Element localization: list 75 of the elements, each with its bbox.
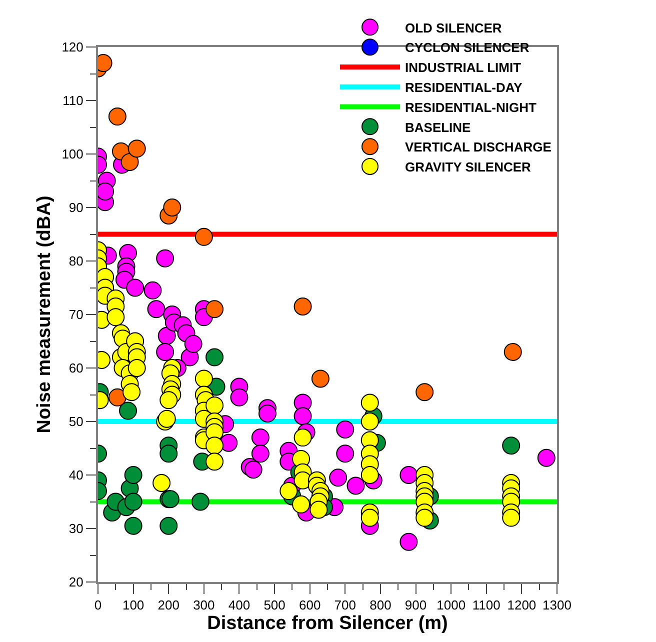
- point: [124, 516, 142, 535]
- point: [108, 388, 126, 406]
- point: [126, 278, 144, 297]
- point: [230, 388, 248, 406]
- x-tick-label: 900: [404, 598, 427, 613]
- y-tick-label: 30: [68, 521, 84, 536]
- x-tick-label: 100: [122, 598, 144, 613]
- x-tick-label: 700: [334, 598, 356, 613]
- legend-label: VERTICAL DISCHARGE: [405, 140, 552, 155]
- x-tick-label: 200: [158, 598, 180, 613]
- point: [336, 420, 354, 439]
- legend-label: RESIDENTIAL-DAY: [405, 80, 523, 95]
- point: [400, 532, 418, 551]
- point: [251, 428, 270, 447]
- x-tick-label: 1200: [507, 598, 536, 613]
- legend-label: GRAVITY SILENCER: [405, 160, 532, 175]
- point: [108, 108, 126, 126]
- x-tick-label: 800: [370, 598, 392, 613]
- y-tick-label: 70: [68, 307, 84, 322]
- y-tick-label: 50: [68, 414, 84, 430]
- legend-label: OLD SILENCER: [405, 20, 502, 36]
- x-tick-label: 1300: [542, 598, 572, 613]
- y-tick-label: 60: [68, 360, 84, 376]
- point: [244, 460, 262, 479]
- y-tick-label: 120: [62, 40, 84, 55]
- point: [147, 300, 166, 318]
- point: [160, 444, 178, 463]
- point: [294, 407, 312, 426]
- legend-label: CYCLON SILENCER: [405, 40, 530, 56]
- point: [119, 402, 138, 420]
- x-tick-label: 600: [299, 598, 321, 613]
- point: [294, 297, 312, 316]
- y-tick-label: 110: [62, 93, 84, 108]
- x-tick-label: 0: [94, 598, 102, 613]
- point: [156, 249, 174, 268]
- point: [258, 404, 276, 422]
- legend-label: INDUSTRIAL LIMIT: [405, 60, 522, 76]
- point: [251, 444, 270, 463]
- point: [128, 140, 146, 158]
- y-tick-label: 40: [68, 468, 84, 483]
- point: [124, 466, 142, 484]
- x-tick-label: 1100: [472, 598, 500, 613]
- x-tick-label: 1000: [436, 598, 466, 613]
- point: [311, 370, 330, 388]
- point: [329, 468, 348, 487]
- point: [336, 444, 354, 463]
- point: [537, 448, 556, 467]
- point: [504, 342, 522, 361]
- point: [124, 492, 142, 511]
- point: [160, 516, 178, 535]
- point: [144, 281, 162, 300]
- point: [206, 348, 224, 366]
- point: [184, 334, 202, 353]
- legend-label: BASELINE: [405, 120, 472, 135]
- y-tick-label: 100: [62, 146, 84, 162]
- point: [400, 466, 418, 484]
- y-tick-label: 90: [68, 200, 84, 216]
- y-axis-title: Noise measurement (dBA): [34, 196, 56, 434]
- x-axis-title: Distance from Silencer (m): [207, 612, 448, 634]
- point: [191, 492, 210, 511]
- point: [194, 228, 213, 246]
- point: [163, 198, 182, 216]
- x-tick-label: 300: [193, 598, 215, 613]
- x-tick-label: 500: [264, 598, 286, 613]
- point: [206, 300, 224, 318]
- x-tick-label: 400: [228, 598, 250, 613]
- point: [416, 383, 434, 402]
- point: [346, 476, 365, 495]
- point: [220, 434, 238, 452]
- point: [156, 342, 174, 361]
- point: [502, 436, 520, 455]
- legend-label: RESIDENTIAL-NIGHT: [405, 100, 536, 115]
- y-tick-label: 20: [68, 574, 84, 590]
- y-tick-label: 80: [68, 254, 84, 269]
- point: [120, 153, 139, 172]
